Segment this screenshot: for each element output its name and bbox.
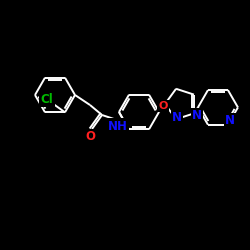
- Text: N: N: [192, 109, 202, 122]
- Text: N: N: [172, 111, 182, 124]
- Text: Cl: Cl: [40, 93, 54, 106]
- Text: NH: NH: [108, 120, 128, 132]
- Text: N: N: [225, 114, 235, 127]
- Text: O: O: [158, 101, 168, 111]
- Text: O: O: [85, 130, 95, 143]
